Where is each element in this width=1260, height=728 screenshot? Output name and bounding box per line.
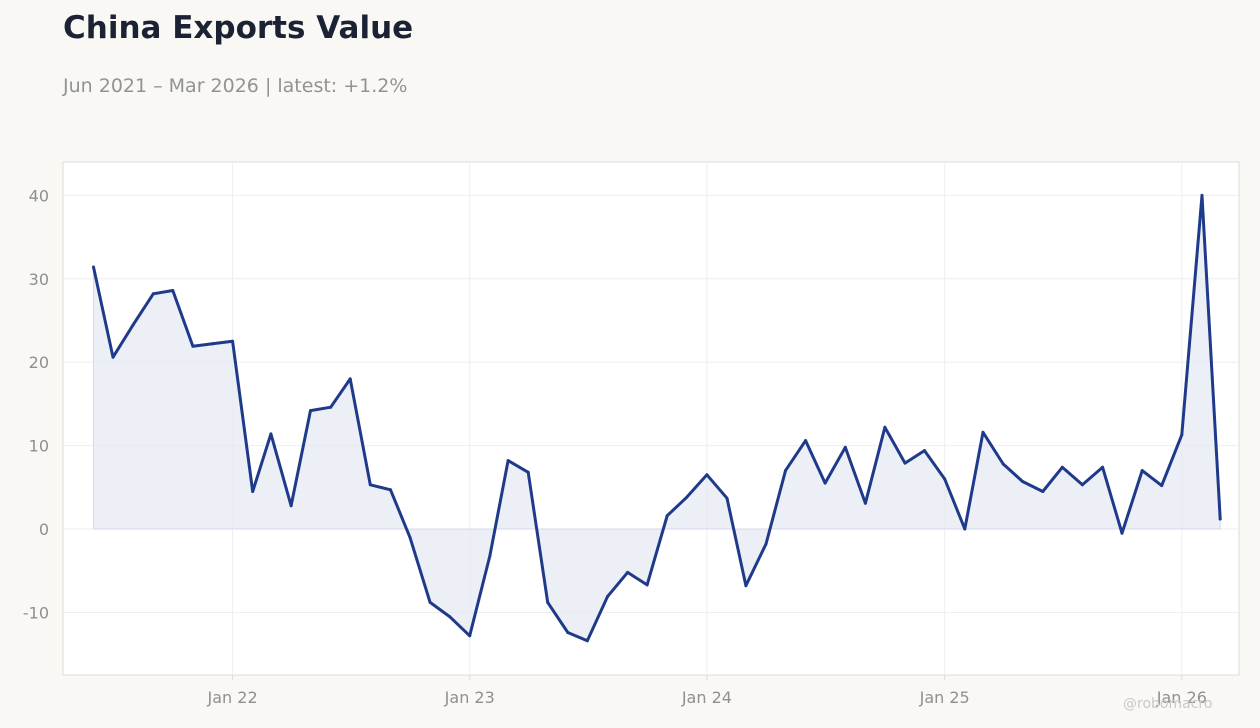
data-point xyxy=(191,344,195,348)
y-tick-label: 20 xyxy=(29,353,49,372)
data-point xyxy=(744,584,748,588)
data-point xyxy=(705,473,709,477)
data-point xyxy=(725,496,729,500)
data-point xyxy=(585,639,589,643)
data-point xyxy=(903,461,907,465)
data-point xyxy=(1160,484,1164,488)
data-point xyxy=(506,459,510,463)
data-points xyxy=(92,193,1222,643)
watermark: @robomacro xyxy=(1123,696,1213,712)
data-point xyxy=(131,323,135,327)
data-point xyxy=(1041,490,1045,493)
data-point xyxy=(289,504,293,508)
data-point xyxy=(448,615,452,619)
data-point xyxy=(1101,465,1105,469)
data-point xyxy=(784,469,787,473)
data-point xyxy=(1080,483,1084,487)
y-tick-label: 0 xyxy=(39,520,49,539)
data-point xyxy=(389,488,392,492)
data-point xyxy=(923,449,926,453)
data-point xyxy=(606,595,609,599)
data-point xyxy=(210,342,214,346)
data-point xyxy=(566,631,570,634)
data-point xyxy=(645,583,649,587)
data-point xyxy=(348,377,352,381)
y-tick-label: -10 xyxy=(23,603,49,622)
y-tick-label: 30 xyxy=(29,270,49,289)
data-point xyxy=(1120,531,1124,535)
series-line xyxy=(92,193,1222,643)
x-axis-ticks: Jan 22 Jan 23 Jan 24 Jan 25 Jan 26 xyxy=(207,675,1207,707)
data-point xyxy=(863,501,867,505)
data-point xyxy=(963,527,967,531)
x-tick-label: Jan 22 xyxy=(207,688,258,707)
data-point xyxy=(231,339,235,343)
data-point xyxy=(428,600,432,604)
data-point xyxy=(665,514,669,518)
data-point xyxy=(92,265,95,269)
data-point xyxy=(943,477,947,481)
data-point xyxy=(1001,462,1005,466)
data-point xyxy=(685,495,689,499)
data-point xyxy=(269,432,273,436)
data-point xyxy=(981,430,985,434)
data-point xyxy=(1218,517,1222,521)
x-tick-label: Jan 23 xyxy=(444,688,495,707)
data-point xyxy=(468,634,472,638)
data-point xyxy=(488,554,492,558)
x-tick-label: Jan 26 xyxy=(1156,688,1207,707)
y-tick-label: 40 xyxy=(29,186,49,205)
data-point xyxy=(804,439,808,443)
data-point xyxy=(1200,193,1204,197)
data-point xyxy=(764,542,768,546)
data-point xyxy=(171,289,175,292)
chart-title: China Exports Value xyxy=(63,10,414,46)
data-point xyxy=(526,470,530,474)
data-point xyxy=(1021,480,1025,483)
data-point xyxy=(626,570,630,574)
data-point xyxy=(1180,433,1184,437)
data-point xyxy=(309,409,312,413)
x-tick-label: Jan 25 xyxy=(919,688,970,707)
chart-subtitle: Jun 2021 – Mar 2026 | latest: +1.2% xyxy=(63,75,408,97)
data-point xyxy=(883,425,887,429)
data-point xyxy=(368,483,372,487)
plot-area xyxy=(62,161,1240,676)
y-axis-ticks: 40 30 20 10 0 -10 xyxy=(23,186,49,622)
data-point xyxy=(546,600,550,604)
data-point xyxy=(843,445,847,449)
data-point xyxy=(111,355,115,359)
data-point xyxy=(408,535,412,539)
data-point xyxy=(329,405,333,409)
data-point xyxy=(1140,469,1144,473)
data-point xyxy=(251,490,255,493)
data-point xyxy=(1060,465,1064,469)
y-tick-label: 10 xyxy=(29,437,49,456)
x-tick-label: Jan 24 xyxy=(681,688,732,707)
data-point xyxy=(151,292,155,296)
data-point xyxy=(823,481,827,485)
